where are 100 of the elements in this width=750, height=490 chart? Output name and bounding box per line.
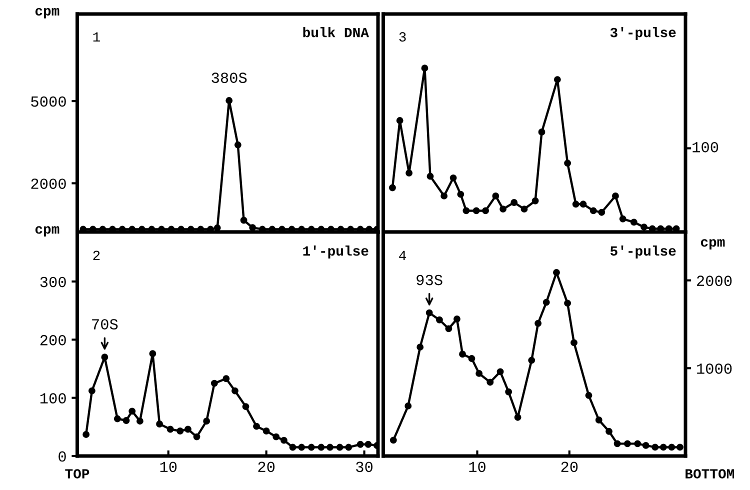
point [203, 418, 210, 425]
point [520, 206, 528, 213]
point [538, 128, 546, 136]
point [624, 440, 631, 448]
x-tick-label: 20 [561, 462, 578, 472]
point [396, 117, 404, 124]
point [280, 436, 288, 444]
text: bulk DNA [303, 27, 369, 38]
point [468, 355, 476, 362]
point [500, 206, 507, 213]
point [630, 218, 638, 226]
y-tick-label: 200 [40, 334, 66, 346]
annotation: 380S [212, 72, 247, 84]
point [453, 316, 460, 322]
point [619, 215, 626, 222]
point [88, 387, 96, 394]
point [606, 428, 612, 435]
text: 5′-pulse [610, 246, 676, 258]
point [457, 190, 464, 198]
y-tick-label: 1000 [697, 363, 732, 374]
point [345, 444, 352, 451]
point [570, 339, 578, 346]
point [462, 207, 470, 214]
point [136, 418, 144, 425]
point [184, 426, 192, 433]
point [298, 444, 306, 451]
point [598, 208, 606, 216]
point [595, 416, 602, 424]
point [222, 375, 230, 382]
point [634, 440, 642, 448]
point [496, 368, 504, 376]
annotation: 93S [416, 274, 442, 286]
text: 3 [399, 32, 406, 42]
y-axis-title: cpm [700, 239, 725, 250]
point [532, 197, 539, 204]
point [572, 200, 580, 208]
point [676, 444, 684, 451]
point [308, 444, 315, 451]
y-tick-label: 2000 [696, 276, 732, 286]
x-tick-label: 20 [258, 462, 275, 472]
point [614, 440, 621, 448]
point [440, 192, 448, 200]
point [253, 422, 260, 430]
point [122, 417, 130, 424]
point [226, 97, 233, 104]
point [82, 431, 90, 438]
x-tick-label: 30 [356, 462, 373, 472]
point [390, 436, 397, 444]
y-tick-label: 2000 [31, 178, 66, 189]
point [128, 408, 136, 415]
point [459, 350, 466, 358]
point [486, 378, 494, 386]
x-tick-label: 10 [160, 462, 177, 472]
point [388, 184, 396, 192]
point [642, 442, 650, 449]
point [249, 224, 256, 232]
point [450, 174, 457, 182]
point [505, 388, 512, 396]
point [289, 444, 296, 451]
text: 1′-pulse [303, 246, 368, 258]
point [149, 350, 156, 358]
point [564, 300, 572, 307]
point [101, 354, 108, 361]
annotation: 4 [399, 250, 406, 260]
point [554, 76, 561, 84]
point [482, 207, 490, 214]
point [660, 444, 667, 451]
point [404, 402, 412, 410]
point [668, 444, 676, 451]
point [234, 141, 242, 148]
point [553, 268, 560, 276]
point [364, 440, 372, 448]
annotation: 2 [93, 250, 100, 260]
annotation: 70S [92, 319, 118, 330]
y-tick-label: 300 [40, 276, 66, 288]
y-tick-label: 100 [40, 393, 66, 404]
point [492, 192, 500, 200]
point [590, 207, 597, 214]
point [445, 325, 452, 332]
point [612, 192, 619, 200]
x-tick-label: 10 [469, 462, 486, 472]
point [176, 428, 184, 434]
point [528, 356, 536, 364]
point [564, 160, 572, 167]
point [336, 444, 344, 451]
y-tick-label: 0 [58, 451, 66, 462]
point [580, 200, 587, 208]
point [472, 207, 480, 214]
x-axis-title: BOTTOM [686, 469, 734, 479]
point [210, 380, 218, 387]
point [416, 344, 424, 351]
point [534, 320, 542, 327]
y-tick-label: 5000 [31, 96, 66, 107]
point [652, 444, 659, 451]
point [240, 216, 248, 224]
point [640, 224, 648, 231]
point [326, 444, 334, 451]
point [406, 170, 413, 176]
point [272, 433, 280, 440]
point [193, 433, 200, 440]
